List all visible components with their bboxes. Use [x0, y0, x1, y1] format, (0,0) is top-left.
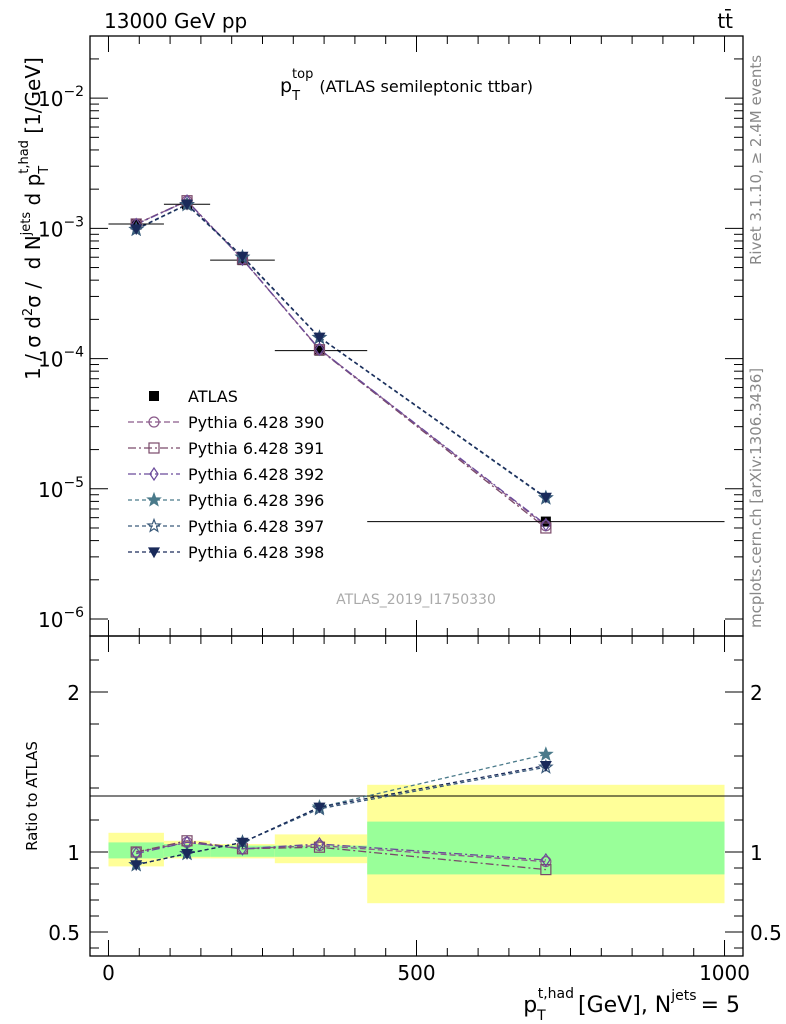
legend-label: Pythia 6.428 391: [188, 439, 324, 458]
ratio-ytick-label-right: 2: [750, 681, 763, 705]
ratio-point-2: [314, 836, 325, 852]
mc-point-5: [130, 224, 143, 236]
ratio-point-3: [538, 746, 554, 762]
legend-label: Pythia 6.428 397: [188, 517, 324, 536]
ratio-point-5: [181, 848, 194, 860]
legend-marker: [147, 547, 161, 559]
main-ytick-label: 10−5: [38, 475, 84, 502]
xtick-label: 0: [102, 961, 115, 985]
ratio-point-2: [541, 852, 551, 868]
legend-label: Pythia 6.428 396: [188, 491, 324, 510]
ratio-ytick-label-right: 1: [750, 841, 763, 865]
legend-data-marker: [149, 391, 159, 401]
main-ytick-label: 10−4: [38, 345, 84, 372]
ratio-ytick-label-left: 2: [67, 681, 80, 705]
ratio-point-5: [313, 802, 326, 814]
ratio-ytick-label-left: 0.5: [48, 921, 80, 945]
legend-marker: [146, 491, 162, 507]
legend-label: ATLAS: [188, 387, 238, 406]
rivet-label: Rivet 3.1.10, ≥ 2.4M events: [747, 55, 765, 265]
mc-point-5: [539, 492, 552, 504]
ratio-ylabel: Ratio to ATLAS: [23, 741, 41, 851]
uncertainty-band-inner: [274, 845, 368, 857]
mc-point-5: [236, 251, 249, 263]
data-point: [314, 345, 325, 356]
main-ytick-label: 10−3: [38, 214, 84, 241]
legend-label: Pythia 6.428 392: [188, 465, 324, 484]
mc-point-2: [541, 517, 551, 532]
ratio-point-5: [539, 760, 552, 772]
analysis-watermark: ATLAS_2019_I1750330: [336, 592, 496, 608]
ratio-point-5: [130, 860, 143, 872]
ratio-point-5: [236, 837, 249, 849]
uncertainty-band-inner: [108, 842, 164, 859]
collision-label: 13000 GeV pp: [104, 9, 247, 33]
mcplots-label: mcplots.cern.ch [arXiv:1306.3436]: [747, 368, 765, 628]
xtick-label: 500: [397, 961, 435, 985]
mc-point-5: [181, 199, 194, 211]
xlabel: pTt,had [GeV], Njets = 5: [523, 986, 740, 1024]
ratio-ytick-label-left: 1: [67, 841, 80, 865]
mc-point-2: [314, 342, 325, 357]
process-label: tt̄: [717, 8, 733, 33]
main-ytick-label: 10−2: [38, 84, 84, 111]
legend-marker: [149, 466, 159, 482]
data-point: [540, 516, 551, 527]
mc-point-1: [540, 522, 552, 534]
legend-marker: [148, 416, 160, 428]
plot-title: pTtop(ATLAS semileptonic ttbar): [280, 67, 533, 104]
ratio-point-1: [540, 863, 552, 876]
mc-line-5: [135, 203, 547, 498]
legend-label: Pythia 6.428 390: [188, 413, 324, 432]
ratio-line-2: [136, 841, 546, 861]
legend-label: Pythia 6.428 398: [188, 543, 324, 562]
ratio-ytick-label-right: 0.5: [750, 921, 782, 945]
main-ytick-label: 10−6: [38, 605, 84, 632]
ratio-panel: 0.5 0.5 1 1 2 2 0 500 1000 Ratio to ATLAS pTt,h…: [23, 635, 782, 1024]
legend: ATLAS Pythia 6.428 390 Pythia 6.428 391 Pyt…: [128, 387, 324, 562]
mc-point-5: [313, 332, 326, 344]
main-panel: 10−6 10−5 10−4 10−3 10−2 pTtop(ATLAS semilep…: [17, 35, 744, 637]
ratio-point-1: [313, 841, 326, 853]
mc-line-2: [135, 200, 547, 526]
uncertainty-band-inner: [210, 845, 275, 857]
xtick-label: 1000: [699, 961, 750, 985]
legend-marker: [148, 442, 160, 454]
legend-marker: [146, 517, 162, 533]
